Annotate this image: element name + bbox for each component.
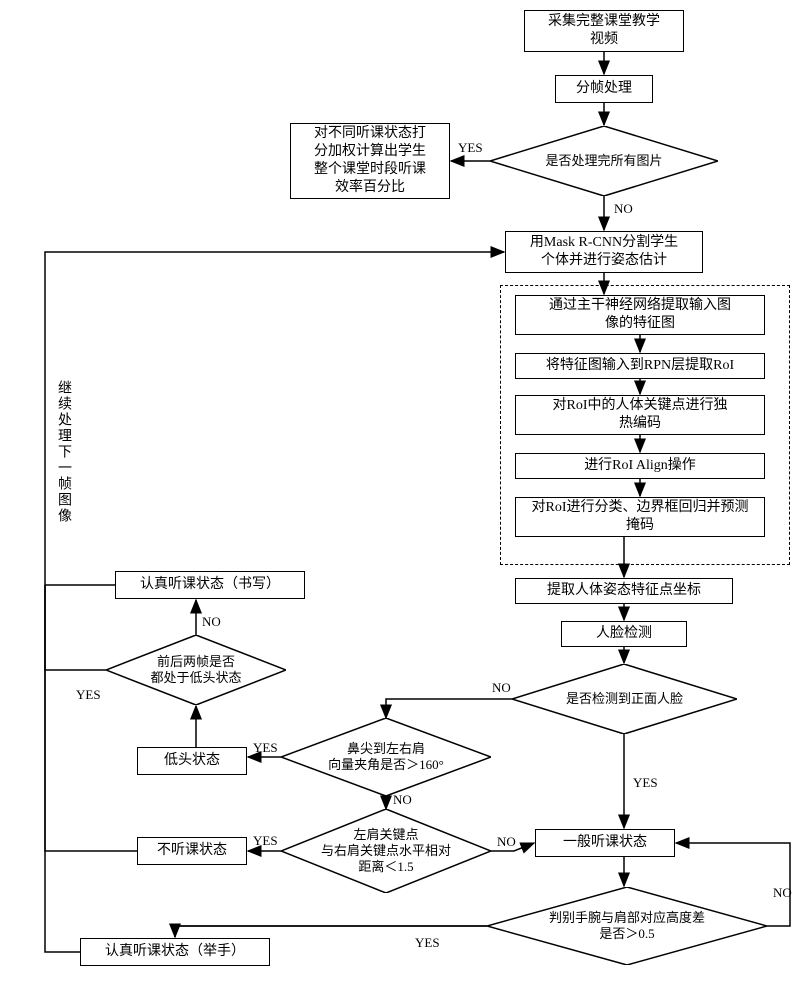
node-not-listening: 不听课状态 <box>137 837 247 865</box>
node-collect-video: 采集完整课堂教学视频 <box>524 10 684 52</box>
edge-label-no-6: NO <box>202 614 221 630</box>
edge-label-no-2: NO <box>492 680 511 696</box>
edge-label-no-4: NO <box>497 834 516 850</box>
decision-nose-shoulder-angle: 鼻尖到左右肩向量夹角是否＞160° <box>281 718 491 796</box>
edge-label-yes-4: YES <box>253 833 278 849</box>
node-roi-align: 进行RoI Align操作 <box>515 453 765 479</box>
decision-prev-next-headdown: 前后两帧是否都处于低头状态 <box>106 635 286 705</box>
node-mask-rcnn: 用Mask R-CNN分割学生个体并进行姿态估计 <box>505 231 703 273</box>
edge-label-yes-5: YES <box>415 935 440 951</box>
node-writing: 认真听课状态（书写） <box>115 571 305 599</box>
label-continue-next-frame: 继续处理下一帧图像 <box>53 380 73 524</box>
node-hand-raise: 认真听课状态（举手） <box>80 938 270 966</box>
decision-wrist-shoulder: 判别手腕与肩部对应高度差是否＞0.5 <box>487 887 767 965</box>
node-roi-classify: 对RoI进行分类、边界框回归并预测掩码 <box>515 497 765 537</box>
node-backbone-feature: 通过主干神经网络提取输入图像的特征图 <box>515 295 765 335</box>
edge-label-yes-1: YES <box>458 140 483 156</box>
node-general-state: 一般听课状态 <box>535 829 675 857</box>
node-face-detect: 人脸检测 <box>561 621 687 647</box>
decision-shoulder-distance: 左肩关键点与右肩关键点水平相对距离＜1.5 <box>281 809 491 893</box>
edge-label-yes-3: YES <box>253 740 278 756</box>
edge-label-no-5: NO <box>773 885 792 901</box>
edge-label-no-3: NO <box>393 792 412 808</box>
decision-face-front: 是否检测到正面人脸 <box>512 664 737 734</box>
edge-label-no-1: NO <box>614 201 633 217</box>
node-split-frames: 分帧处理 <box>555 75 653 103</box>
node-onehot: 对RoI中的人体关键点进行独热编码 <box>515 395 765 435</box>
decision-all-processed: 是否处理完所有图片 <box>490 126 718 196</box>
node-head-down: 低头状态 <box>137 747 247 775</box>
node-extract-pose: 提取人体姿态特征点坐标 <box>515 578 733 604</box>
edge-label-yes-2: YES <box>633 775 658 791</box>
node-score-weight: 对不同听课状态打分加权计算出学生整个课堂时段听课效率百分比 <box>290 123 450 199</box>
node-rpn-roi: 将特征图输入到RPN层提取RoI <box>515 353 765 379</box>
edge-label-yes-6: YES <box>76 687 101 703</box>
